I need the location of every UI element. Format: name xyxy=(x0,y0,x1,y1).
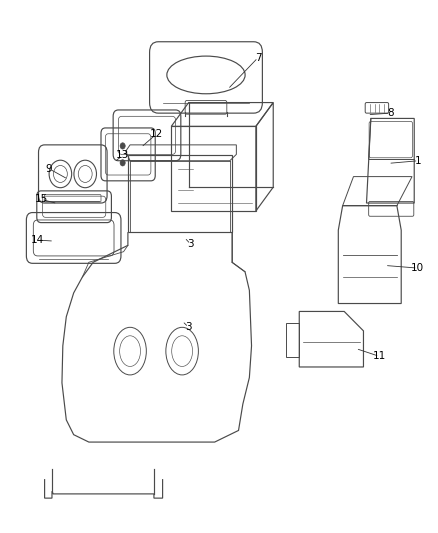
Circle shape xyxy=(120,160,125,166)
Text: 14: 14 xyxy=(31,235,44,245)
Text: 15: 15 xyxy=(35,195,48,204)
Text: 12: 12 xyxy=(149,130,163,139)
Text: 11: 11 xyxy=(373,351,386,361)
Text: 3: 3 xyxy=(187,239,194,249)
Circle shape xyxy=(120,143,125,149)
Text: 3: 3 xyxy=(185,322,192,332)
Text: 13: 13 xyxy=(116,150,129,160)
Text: 9: 9 xyxy=(46,164,52,174)
Text: 1: 1 xyxy=(415,156,422,166)
Text: 10: 10 xyxy=(411,263,424,273)
Text: 8: 8 xyxy=(387,108,394,118)
Text: 7: 7 xyxy=(255,53,261,62)
